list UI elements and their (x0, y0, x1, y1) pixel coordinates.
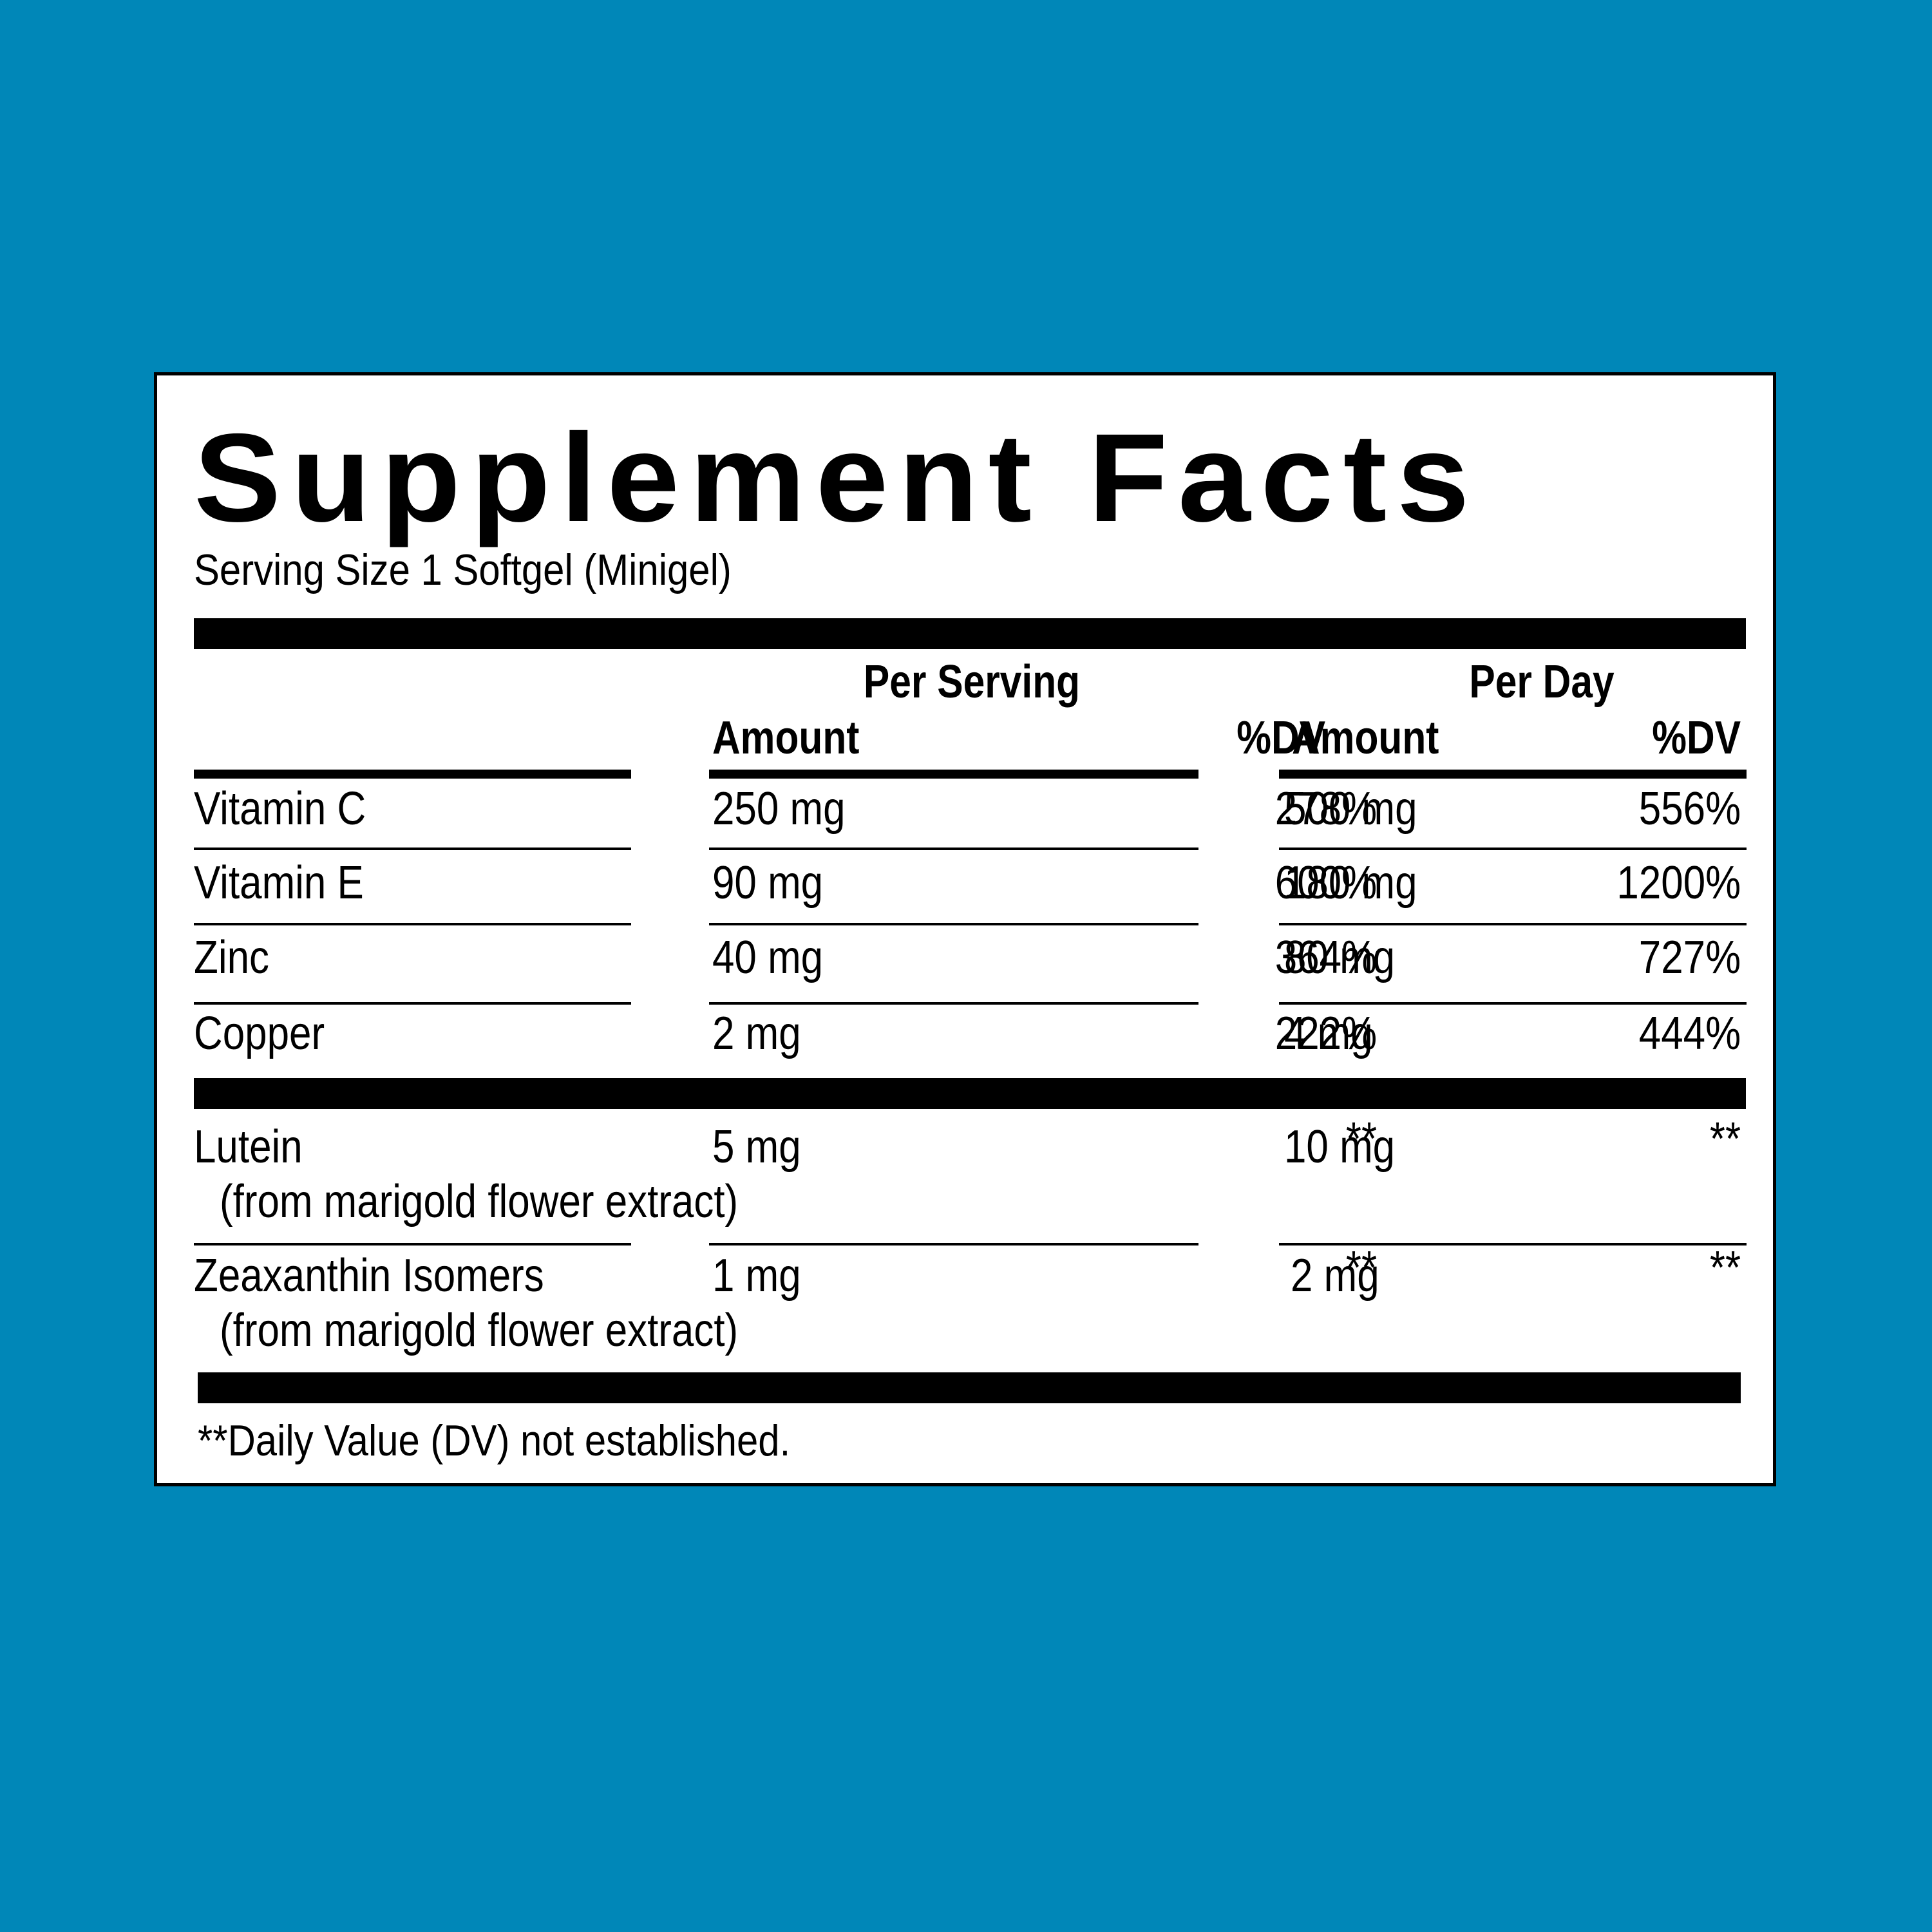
day-amount: 2 mg (1291, 1250, 1379, 1302)
row-divider (709, 923, 1198, 925)
top-thick-rule (194, 618, 1746, 649)
row-divider (194, 1002, 631, 1005)
row-divider (1279, 848, 1747, 850)
day-dv: 444% (1638, 1008, 1741, 1059)
per-day-header: Per Day (1469, 656, 1615, 708)
nutrient-source: (from marigold flower extract) (220, 1176, 739, 1227)
label-title: Supplement Facts (194, 408, 1480, 548)
row-divider (709, 1002, 1198, 1005)
serving-dv: 278% (1274, 783, 1377, 835)
supplement-facts-panel: Supplement Facts Serving Size 1 Softgel … (154, 372, 1776, 1486)
per-serving-rule (709, 770, 1198, 779)
day-dv: 556% (1638, 783, 1741, 835)
day-amount: 4 mg (1284, 1008, 1373, 1059)
serving-dv: ** (1345, 1113, 1377, 1165)
day-amount: 180 mg (1284, 857, 1417, 909)
day-dv: 1200% (1616, 857, 1741, 909)
serving-amount: 5 mg (712, 1121, 801, 1173)
row-divider (709, 1243, 1198, 1245)
serving-dv: 600% (1274, 857, 1377, 909)
serving-amount: 2 mg (712, 1008, 801, 1059)
nutrient-name: Zinc (194, 932, 269, 983)
serving-dv: 222% (1274, 1008, 1377, 1059)
middle-thick-rule (194, 1078, 1746, 1109)
row-divider (194, 923, 631, 925)
day-dv: ** (1709, 1113, 1741, 1165)
day-amount: 80 mg (1284, 932, 1396, 983)
serving-amount-header: Amount (712, 712, 860, 764)
serving-amount: 90 mg (712, 857, 824, 909)
serving-amount: 1 mg (712, 1250, 801, 1302)
nutrient-name: Zeaxanthin Isomers (194, 1250, 544, 1302)
serving-dv: 364% (1274, 932, 1377, 983)
day-amount-header: Amount (1292, 712, 1439, 764)
nutrient-source: (from marigold flower extract) (220, 1305, 739, 1356)
day-dv-header: %DV (1652, 712, 1741, 764)
row-divider (1279, 1002, 1747, 1005)
serving-size: Serving Size 1 Softgel (Minigel) (194, 545, 732, 594)
row-divider (194, 1243, 631, 1245)
row-divider (1279, 923, 1747, 925)
footnote: **Daily Value (DV) not established. (198, 1416, 791, 1465)
day-dv: ** (1709, 1242, 1741, 1294)
serving-amount: 250 mg (712, 783, 846, 835)
serving-dv: ** (1345, 1242, 1377, 1294)
nutrient-name: Vitamin C (194, 783, 366, 835)
day-dv: 727% (1638, 932, 1741, 983)
bottom-thick-rule (198, 1372, 1741, 1403)
nutrient-name: Lutein (194, 1121, 303, 1173)
row-divider (1279, 1243, 1747, 1245)
serving-dv-header: %DV (1236, 712, 1325, 764)
nutrient-name: Vitamin E (194, 857, 364, 909)
serving-amount: 40 mg (712, 932, 824, 983)
nutrient-name: Copper (194, 1008, 325, 1059)
per-serving-header: Per Serving (863, 656, 1081, 708)
day-amount: 10 mg (1284, 1121, 1396, 1173)
name-column-rule (194, 770, 631, 779)
per-day-rule (1279, 770, 1747, 779)
day-amount: 500 mg (1284, 783, 1417, 835)
row-divider (709, 848, 1198, 850)
row-divider (194, 848, 631, 850)
